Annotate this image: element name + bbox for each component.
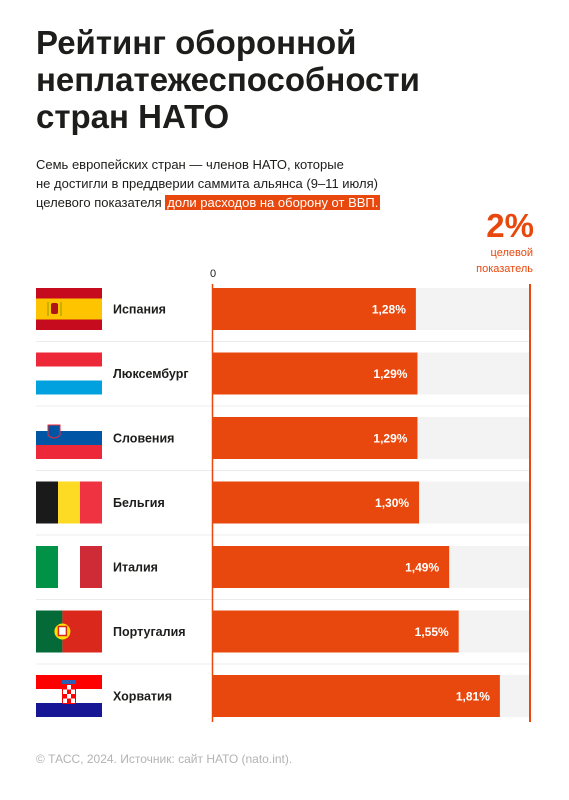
italy-flag-icon [36,546,102,588]
category-label: Хорватия [113,690,172,704]
bar [213,675,500,717]
subtitle-line: не достигли в преддверии саммита альянса… [36,176,378,191]
bar-value-label: 1,81% [456,690,490,704]
subtitle-line: Семь европейских стран — членов НАТО, ко… [36,157,344,172]
croatia-flag-icon [36,675,102,717]
bar [213,288,416,330]
category-label: Бельгия [113,496,165,510]
page-title: Рейтинг оборонной неплатежеспособности с… [36,24,536,135]
bar-value-label: 1,49% [405,561,439,575]
zero-tick-label: 0 [210,268,216,280]
bar [213,417,418,459]
title-line: стран НАТО [36,98,230,135]
subtitle-plain: целевого показателя [36,195,162,210]
spain-flag-icon [36,288,102,330]
category-label: Испания [113,303,166,317]
title-line: неплатежеспособности [36,61,420,98]
rows-group: 1,28% Испания 1,29% Люксембург 1,29% Словения… [36,288,530,717]
subtitle-highlight: доли расходов на оборону от ВВП. [165,195,381,210]
category-label: Италия [113,561,158,575]
slovenia-flag-icon [36,417,102,459]
bar-value-label: 1,30% [375,496,409,510]
bar [213,610,459,653]
portugal-flag-icon [36,610,102,653]
category-label: Люксембург [113,367,189,381]
bar-value-label: 1,29% [373,367,407,381]
subtitle-line: целевого показателя доли расходов на обо… [36,193,436,212]
bar-value-label: 1,55% [415,625,449,639]
target-value: 2% [486,207,534,244]
bar [213,352,418,395]
subtitle: Семь европейских стран — членов НАТО, ко… [36,155,436,212]
title-line: Рейтинг оборонной [36,24,357,61]
target-label: целевой показатель [453,245,533,277]
bar-value-label: 1,28% [372,303,406,317]
category-label: Словения [113,432,174,446]
belgium-flag-icon [36,481,102,524]
bar-value-label: 1,29% [373,432,407,446]
target-label-line: показатель [476,263,533,275]
luxembourg-flag-icon [36,352,102,395]
flags-group [36,288,102,717]
bar [213,546,450,588]
source-footer: © ТАСС, 2024. Источник: сайт НАТО (nato.… [36,752,293,766]
category-label: Португалия [113,625,186,639]
bar [213,481,420,524]
target-label-line: целевой [490,247,533,259]
